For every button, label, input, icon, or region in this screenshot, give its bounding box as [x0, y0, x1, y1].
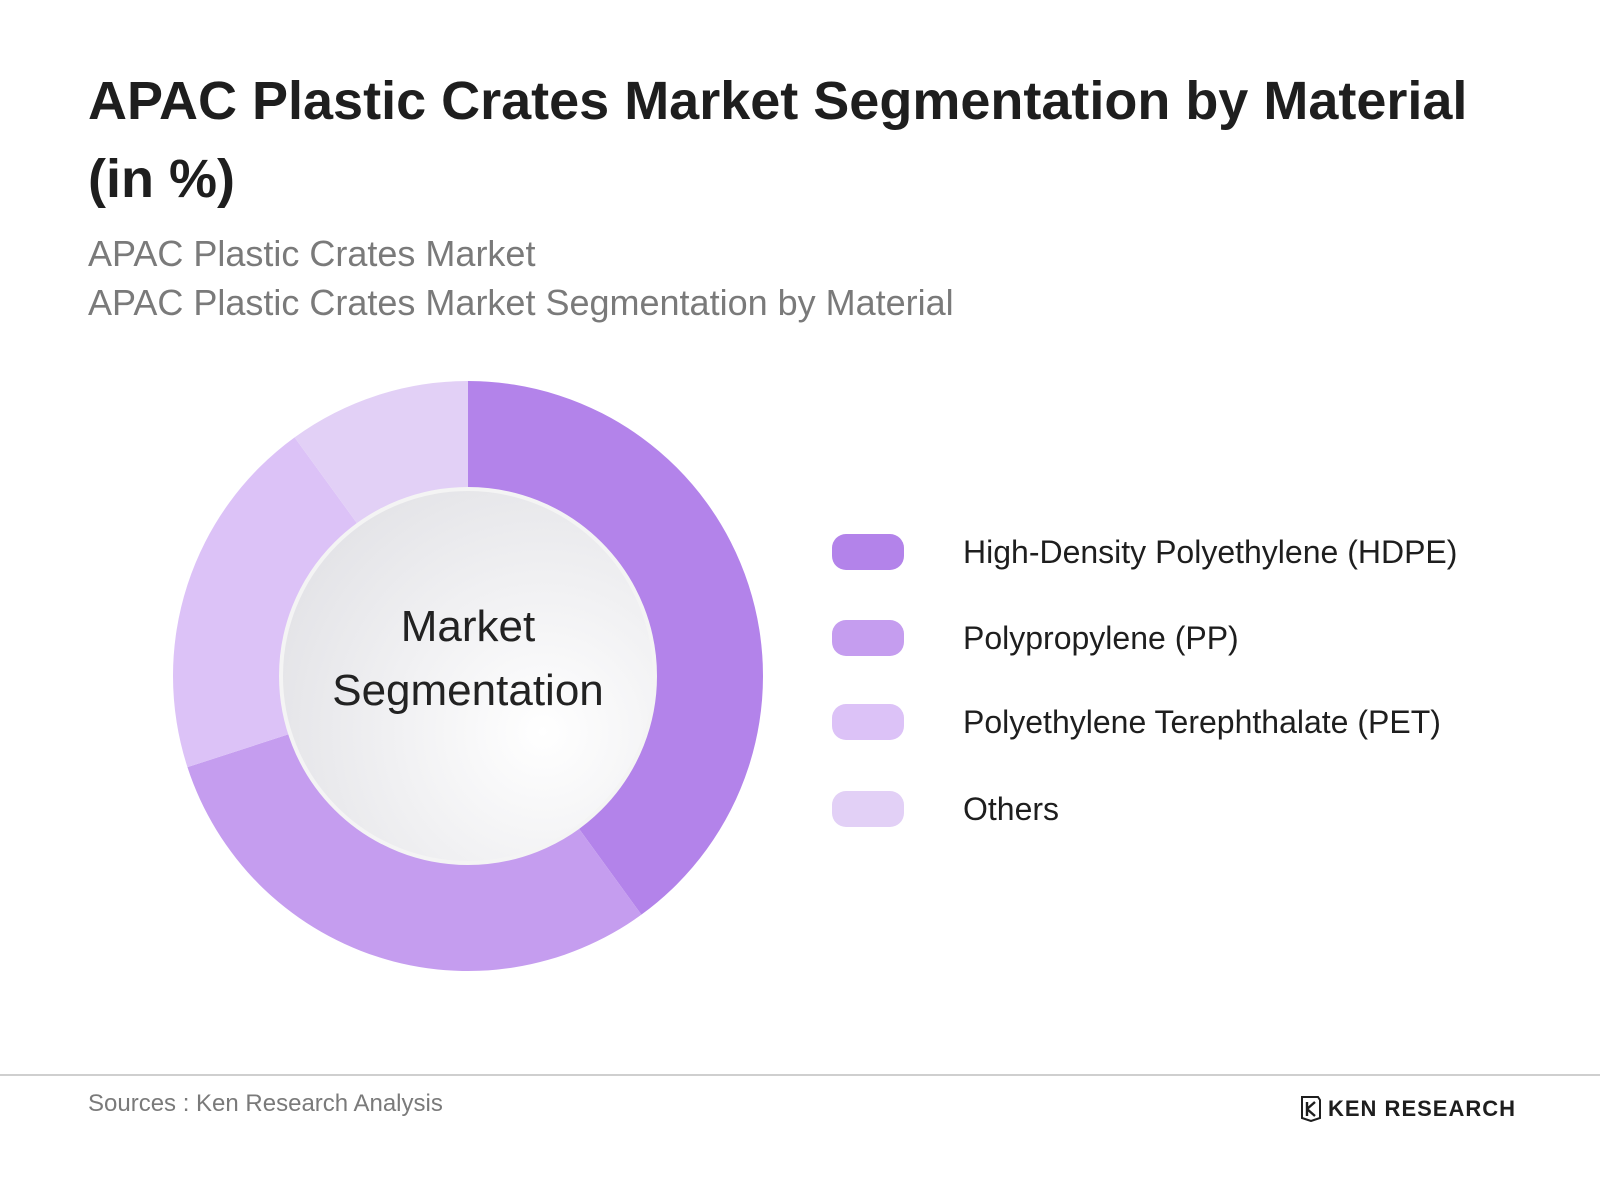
- center-label-line-2: Segmentation: [332, 666, 604, 715]
- brand-name: KEN RESEARCH: [1328, 1096, 1517, 1121]
- legend-label: High-Density Polyethylene (HDPE): [963, 534, 1458, 570]
- donut-slice-3: [172, 437, 359, 768]
- legend-item: Others: [832, 789, 1512, 829]
- legend-swatch: [832, 620, 904, 656]
- legend-label: Others: [963, 791, 1060, 827]
- donut-slice-4: [294, 381, 468, 525]
- legend-item: Polyethylene Terephthalate (PET): [832, 702, 1512, 742]
- legend-swatch: [832, 791, 904, 827]
- donut-center-disc: [279, 487, 657, 865]
- legend-label: Polyethylene Terephthalate (PET): [963, 704, 1441, 740]
- legend-label: Polypropylene (PP): [963, 620, 1239, 656]
- legend-swatch: [832, 534, 904, 570]
- donut-center-label: Market Segmentation: [280, 595, 656, 723]
- donut-slice-2: [187, 733, 642, 972]
- legend-swatch: [832, 704, 904, 740]
- chart-subtitle-line-1: APAC Plastic Crates Market: [88, 233, 536, 274]
- legend-item: High-Density Polyethylene (HDPE): [832, 532, 1512, 572]
- center-label-line-1: Market: [400, 602, 536, 651]
- chart-subtitle-line-2: APAC Plastic Crates Market Segmentation …: [88, 282, 954, 323]
- donut-slice-1: [468, 381, 764, 915]
- chart-title: APAC Plastic Crates Market Segmentation …: [88, 71, 1468, 209]
- legend-item: Polypropylene (PP): [832, 618, 1512, 658]
- ken-research-logo-icon: [1301, 1096, 1321, 1122]
- footer-divider: [0, 1074, 1600, 1076]
- source-note: Sources : Ken Research Analysis: [88, 1090, 443, 1117]
- brand-logo: KEN RESEARCH: [1300, 1094, 1516, 1124]
